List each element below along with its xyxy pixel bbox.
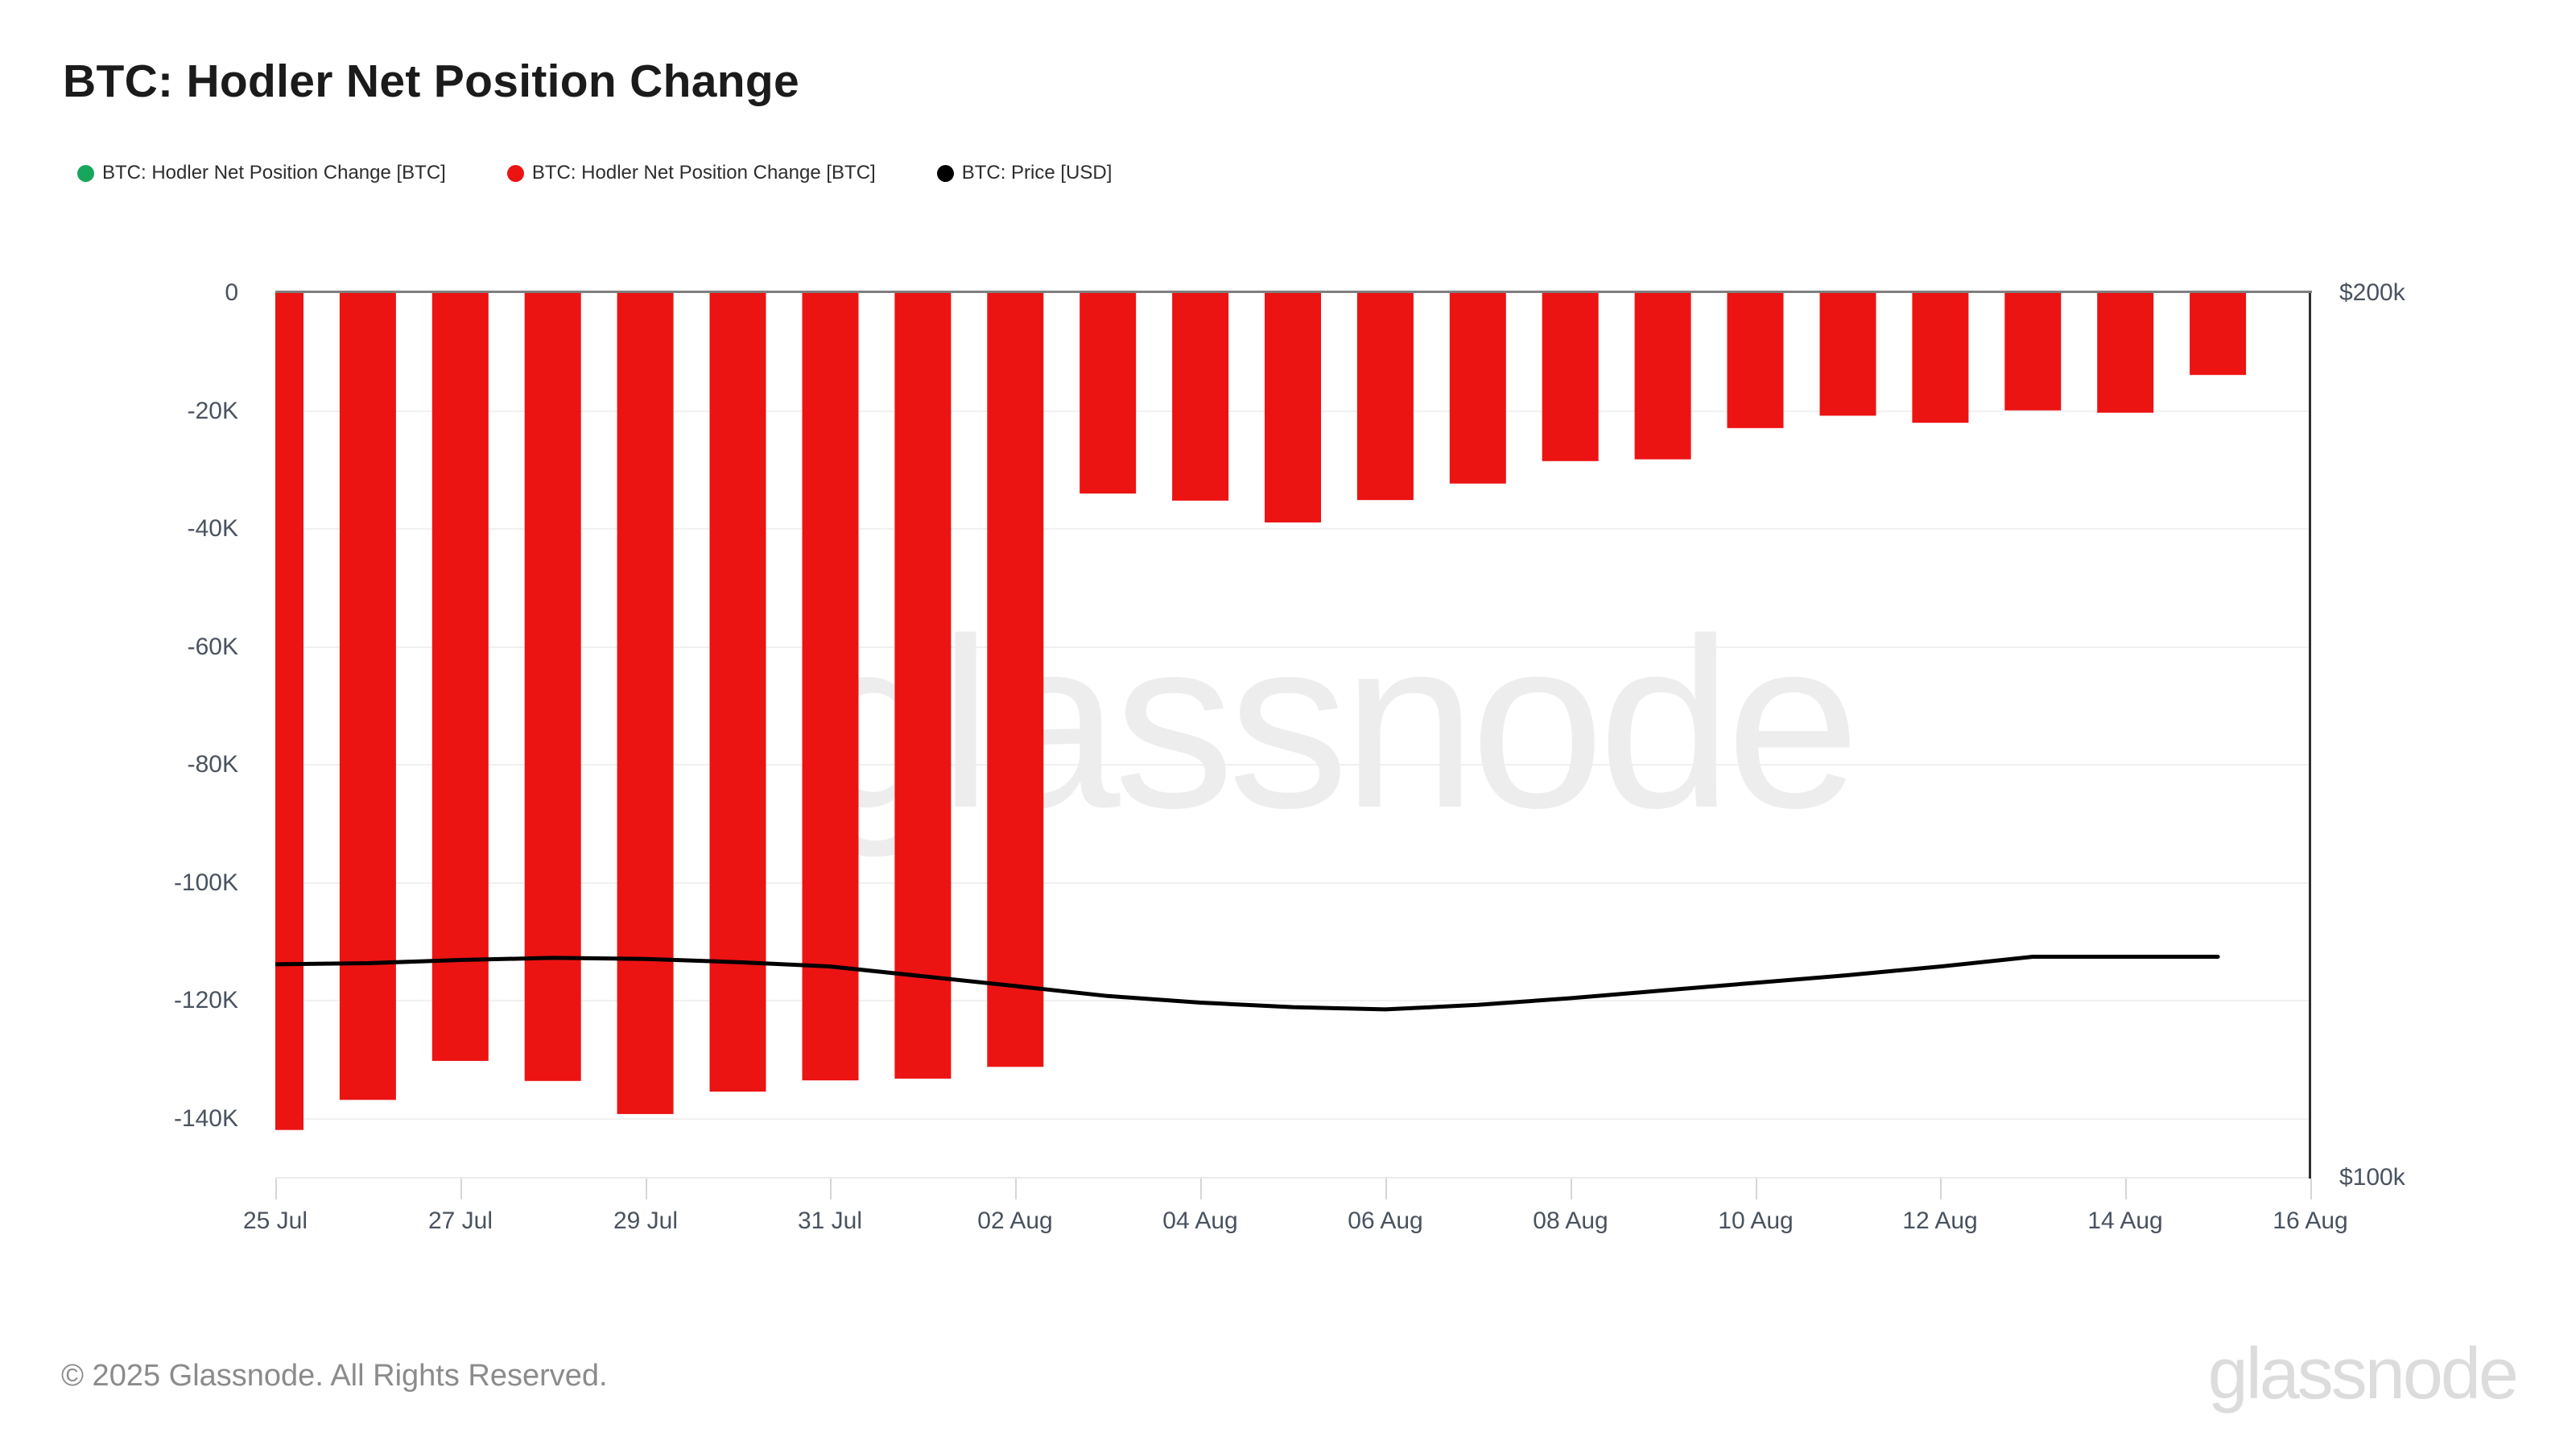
glassnode-logo: glassnode	[2207, 1334, 2519, 1414]
hodler-bar-04-Aug[interactable]	[1172, 293, 1229, 501]
legend-label: BTC: Price [USD]	[961, 162, 1113, 184]
x-axis-tick	[275, 1179, 277, 1199]
x-axis-tick	[1756, 1179, 1757, 1199]
y-axis-label--140K: -140K	[173, 1104, 238, 1132]
price-axis-label-$200k: $200k	[2339, 279, 2405, 306]
x-axis-tick	[1200, 1179, 1202, 1199]
legend-label: BTC: Hodler Net Position Change [BTC]	[531, 162, 876, 184]
y-axis-label--20K: -20K	[187, 397, 238, 424]
x-axis-tick	[2310, 1179, 2312, 1199]
x-axis-tick	[1385, 1179, 1387, 1199]
legend-item-hodler-red[interactable]: BTC: Hodler Net Position Change [BTC]	[506, 162, 876, 184]
hodler-bar-27-Jul[interactable]	[431, 293, 489, 1061]
x-axis-label-12-Aug: 12 Aug	[1902, 1208, 1978, 1234]
red-series-dot-icon	[506, 164, 524, 182]
bottom-axis-line	[275, 1177, 2310, 1179]
x-axis-label-10-Aug: 10 Aug	[1718, 1208, 1794, 1234]
x-axis-tick	[1015, 1179, 1017, 1199]
y-axis-label--100K: -100K	[173, 869, 238, 896]
hodler-net-position-chart[interactable]	[275, 293, 2310, 1178]
gridline--120K	[275, 1000, 2310, 1002]
legend-item-hodler-green[interactable]: BTC: Hodler Net Position Change [BTC]	[77, 162, 446, 184]
x-axis-label-04-Aug: 04 Aug	[1162, 1208, 1238, 1234]
hodler-bar-09-Aug[interactable]	[1634, 293, 1691, 460]
copyright-text: © 2025 Glassnode. All Rights Reserved.	[61, 1359, 608, 1393]
y-axis-label--120K: -120K	[173, 987, 238, 1014]
zero-axis-line	[275, 291, 2312, 293]
green-series-dot-icon	[77, 164, 94, 182]
x-axis-tick	[646, 1179, 647, 1199]
hodler-bar-25-Jul[interactable]	[275, 293, 303, 1130]
x-axis-tick	[1571, 1179, 1572, 1199]
gridline--40K	[275, 528, 2310, 530]
right-axis-line	[2309, 293, 2311, 1179]
hodler-bar-11-Aug[interactable]	[1819, 293, 1876, 416]
hodler-bar-15-Aug[interactable]	[2190, 293, 2247, 375]
x-axis-label-16-Aug: 16 Aug	[2273, 1208, 2348, 1234]
x-axis-label-25-Jul: 25 Jul	[242, 1208, 308, 1234]
x-axis-label-06-Aug: 06 Aug	[1348, 1208, 1423, 1234]
gridline--140K	[275, 1117, 2310, 1120]
hodler-bar-06-Aug[interactable]	[1356, 293, 1414, 501]
x-axis-label-14-Aug: 14 Aug	[2087, 1208, 2163, 1234]
x-axis-label-08-Aug: 08 Aug	[1533, 1208, 1608, 1234]
hodler-bar-31-Jul[interactable]	[802, 293, 859, 1081]
hodler-bar-07-Aug[interactable]	[1449, 293, 1506, 484]
hodler-bar-14-Aug[interactable]	[2097, 293, 2154, 413]
hodler-bar-01-Aug[interactable]	[894, 293, 952, 1079]
y-axis-label--40K: -40K	[187, 515, 238, 543]
hodler-bar-03-Aug[interactable]	[1080, 293, 1137, 494]
chart-title: BTC: Hodler Net Position Change	[63, 56, 799, 107]
gridline--100K	[275, 881, 2310, 884]
hodler-bar-26-Jul[interactable]	[339, 293, 396, 1100]
hodler-bar-12-Aug[interactable]	[1912, 293, 1969, 423]
hodler-bar-02-Aug[interactable]	[987, 293, 1044, 1067]
hodler-bar-05-Aug[interactable]	[1265, 293, 1321, 522]
x-axis-label-02-Aug: 02 Aug	[977, 1208, 1053, 1234]
gridline--80K	[275, 764, 2310, 766]
black-series-dot-icon	[936, 164, 954, 182]
x-axis-tick	[460, 1179, 462, 1199]
hodler-bar-13-Aug[interactable]	[2004, 293, 2062, 411]
x-axis-label-27-Jul: 27 Jul	[427, 1208, 493, 1234]
hodler-bar-08-Aug[interactable]	[1542, 293, 1599, 461]
legend: BTC: Hodler Net Position Change [BTC] BT…	[77, 162, 1112, 184]
hodler-bar-30-Jul[interactable]	[709, 293, 766, 1092]
y-axis-label--60K: -60K	[187, 633, 238, 660]
hodler-bar-10-Aug[interactable]	[1727, 293, 1784, 428]
x-axis-tick	[830, 1179, 832, 1199]
hodler-bar-29-Jul[interactable]	[617, 293, 674, 1114]
glassnode-watermark: glassnode	[811, 588, 1860, 858]
x-axis-label-31-Jul: 31 Jul	[797, 1208, 863, 1234]
y-axis-label--80K: -80K	[187, 751, 238, 778]
hodler-bar-28-Jul[interactable]	[524, 293, 581, 1081]
price-line[interactable]	[275, 955, 2220, 1012]
legend-label: BTC: Hodler Net Position Change [BTC]	[102, 162, 446, 184]
legend-item-price[interactable]: BTC: Price [USD]	[936, 162, 1113, 184]
y-axis-label-0: 0	[225, 279, 238, 306]
x-axis-tick	[1940, 1179, 1942, 1199]
gridline--60K	[275, 646, 2310, 648]
price-axis-label-$100k: $100k	[2339, 1164, 2405, 1191]
x-axis-tick	[2125, 1179, 2127, 1199]
x-axis-label-29-Jul: 29 Jul	[613, 1208, 679, 1234]
